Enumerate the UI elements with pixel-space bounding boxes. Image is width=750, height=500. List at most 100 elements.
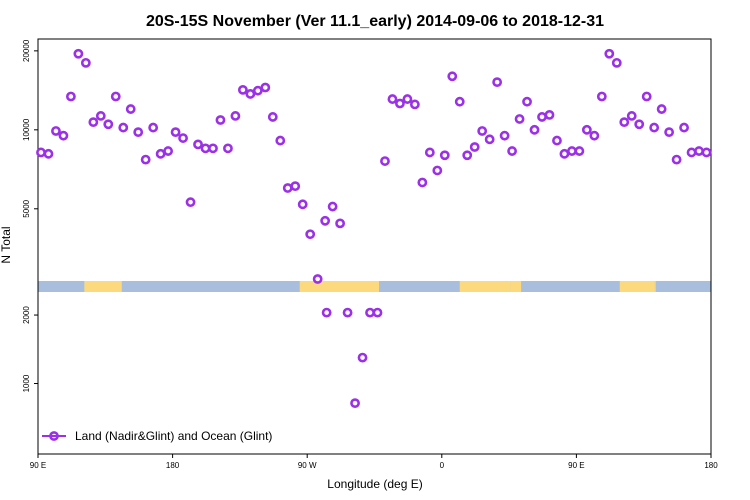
data-point [626,111,637,121]
data-point [432,165,443,176]
land-segment [84,281,122,292]
data-point [694,146,704,156]
data-point [634,119,645,130]
data-point [686,147,697,158]
data-point [499,130,510,141]
data-point [170,127,181,138]
data-point [223,143,233,154]
x-tick-label: 90 E [30,461,46,470]
data-point [529,124,540,135]
x-tick-label: 90 E [568,461,584,470]
data-point [80,57,91,68]
data-point [342,307,353,318]
data-point [88,117,99,128]
x-axis-label: Longitude (deg E) [327,477,422,491]
data-point [312,274,323,284]
land-segment [510,281,522,292]
data-point [402,94,413,104]
x-tick-label: 0 [440,461,445,470]
data-point [125,104,136,114]
data-point [305,229,316,240]
land-segment [299,281,379,292]
data-point [320,215,331,226]
data-point [537,112,547,122]
data-point [133,127,144,138]
data-point [95,111,106,121]
data-point [679,122,689,133]
data-point [185,197,196,208]
data-point [58,130,69,141]
legend: Land (Nadir&Glint) and Ocean (Glint) [42,429,272,443]
data-point [492,77,503,88]
data-point [350,398,360,409]
data-point [335,218,346,229]
data-point [372,307,383,318]
data-point [51,126,61,136]
x-tick-label: 180 [166,461,180,470]
data-point [589,130,600,141]
data-point [409,99,420,110]
data-point [417,177,428,188]
data-point [671,154,682,165]
land-segment [459,281,511,292]
plot-frame [37,38,712,455]
data-point [596,91,607,102]
data-point [611,57,622,68]
y-tick-label: 20000 [22,39,31,62]
data-point [237,84,248,95]
y-tick-label: 2000 [22,306,31,324]
y-axis-label: N Total [0,226,13,263]
data-point [581,124,592,135]
data-point [514,114,525,124]
x-axis: 90 E 180 90 W 0 90 E 180 [30,454,718,470]
data-point [649,122,660,133]
data-point [544,110,555,120]
data-point [380,156,390,166]
land-segment [654,281,656,292]
data-point [395,98,405,109]
data-point [477,126,488,136]
data-point [36,147,46,158]
data-point [178,133,188,143]
data-point [574,146,585,156]
data-point [290,181,301,192]
data-point [66,91,76,102]
data-point [507,146,517,156]
data-point [193,139,203,150]
data-point [664,127,675,138]
y-tick-label: 5000 [22,199,31,217]
plot-area [37,38,712,455]
data-point [424,147,435,158]
data-point [321,307,332,318]
data-point [462,150,473,161]
data-point [559,148,570,159]
data-point [245,89,256,99]
data-point [365,307,375,318]
data-point [567,146,577,156]
data-point [439,150,450,161]
data-point [552,135,562,146]
data-point [327,201,338,212]
data-point [260,82,271,93]
data-point [140,154,151,165]
data-point [604,48,615,59]
data-point [701,147,712,158]
data-point [275,135,286,146]
data-point [387,94,398,104]
data-point [357,352,368,363]
data-point [200,143,211,154]
y-tick-label: 10000 [22,118,31,141]
data-point [522,96,532,107]
data-point [118,122,129,133]
data-point [163,146,174,156]
data-point [103,119,114,130]
data-point [282,183,293,193]
surface-band [38,281,711,292]
data-point [208,143,218,154]
data-point [454,96,465,107]
chart-title: 20S-15S November (Ver 11.1_early) 2014-0… [146,13,604,30]
data-point [469,142,480,152]
data-point [148,122,159,133]
data-point [641,91,652,102]
